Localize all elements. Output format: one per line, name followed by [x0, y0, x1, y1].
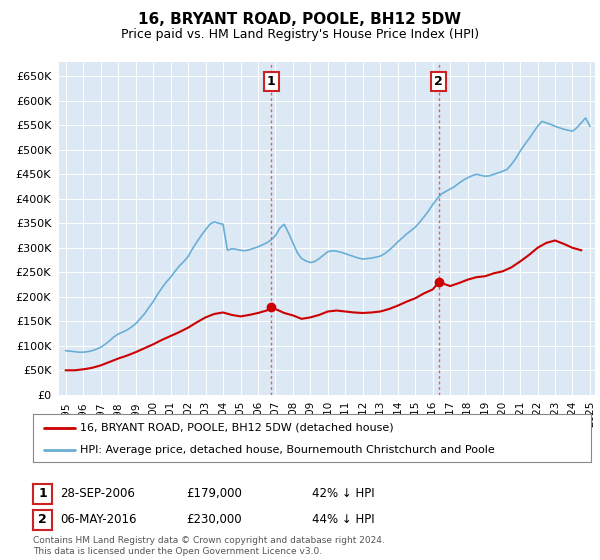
- Text: 42% ↓ HPI: 42% ↓ HPI: [312, 487, 374, 501]
- Text: 28-SEP-2006: 28-SEP-2006: [60, 487, 135, 501]
- Text: 16, BRYANT ROAD, POOLE, BH12 5DW (detached house): 16, BRYANT ROAD, POOLE, BH12 5DW (detach…: [80, 423, 394, 433]
- Text: Contains HM Land Registry data © Crown copyright and database right 2024.
This d: Contains HM Land Registry data © Crown c…: [33, 536, 385, 556]
- Text: 2: 2: [38, 513, 47, 526]
- Text: £179,000: £179,000: [186, 487, 242, 501]
- Text: 06-MAY-2016: 06-MAY-2016: [60, 513, 137, 526]
- Text: 44% ↓ HPI: 44% ↓ HPI: [312, 513, 374, 526]
- Text: 1: 1: [38, 487, 47, 501]
- Text: 1: 1: [267, 75, 275, 88]
- Text: £230,000: £230,000: [186, 513, 242, 526]
- Text: Price paid vs. HM Land Registry's House Price Index (HPI): Price paid vs. HM Land Registry's House …: [121, 28, 479, 41]
- Text: 16, BRYANT ROAD, POOLE, BH12 5DW: 16, BRYANT ROAD, POOLE, BH12 5DW: [139, 12, 461, 27]
- Text: HPI: Average price, detached house, Bournemouth Christchurch and Poole: HPI: Average price, detached house, Bour…: [80, 445, 495, 455]
- Text: 2: 2: [434, 75, 443, 88]
